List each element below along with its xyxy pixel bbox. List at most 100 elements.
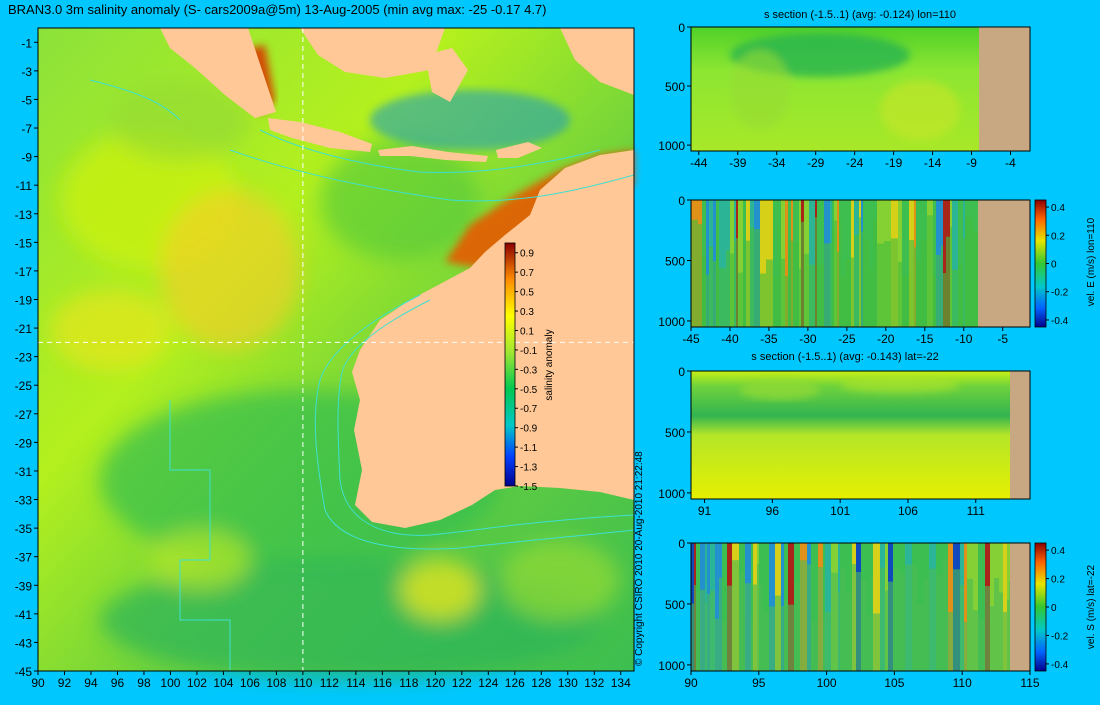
velocity-stripe [705,543,707,603]
velocity-stripe [990,543,994,607]
y-tick-label: -7 [21,122,32,136]
colorbar-tick-label: 0.4 [1051,203,1065,214]
colorbar-tick-label: -0.4 [1051,660,1069,671]
velocity-stripe [726,200,730,251]
velocity-stripe [707,593,710,671]
x-tick-label: 130 [558,676,578,690]
velocity-stripe [691,200,698,220]
section2-colorbar-ramp [1034,199,1047,328]
x-tick-label: -39 [729,156,747,170]
velocity-stripe [736,200,738,239]
velocity-stripe [750,200,754,228]
velocity-stripe [972,200,974,228]
velocity-stripe [700,589,705,671]
velocity-stripe [775,595,781,671]
velocity-stripe [830,200,832,244]
velocity-stripe [745,583,751,671]
velocity-stripe [990,606,994,671]
velocity-stripe [877,243,884,327]
velocity-stripe [921,240,927,327]
velocity-stripe [912,543,917,566]
velocity-stripe [831,543,838,573]
velocity-stripe [974,200,978,234]
velocity-stripe [778,225,781,327]
velocity-stripe [696,592,700,671]
velocity-stripe [943,200,946,273]
x-tick-label: 94 [84,676,98,690]
velocity-stripe [854,200,859,235]
velocity-stripe [763,543,769,612]
velocity-stripe [713,200,716,262]
section2-land [978,200,1030,327]
colorbar-tick-label: -1.5 [520,482,538,493]
x-tick-label: 132 [584,676,604,690]
velocity-stripe [722,621,727,671]
velocity-stripe [811,621,818,671]
salinity-colorbar: 0.9 0.7 0.5 0.3 0.1 -0.1 -0.3 -0.5 -0.7 -0.9 -1.1 -… [504,242,555,493]
velocity-stripe [809,200,815,265]
x-tick-label: 92 [58,676,72,690]
velocity-stripe [927,215,933,327]
velocity-stripe [914,200,916,248]
x-tick-label: 101 [830,504,850,518]
colorbar-tick-label: -0.5 [520,385,538,396]
x-tick-label: 90 [684,676,698,690]
velocity-stripe [730,200,734,254]
section3-y-ticks: 0 500 1000 [658,365,691,501]
velocity-stripe [873,543,880,614]
velocity-stripe [834,220,837,327]
section4-land [1010,543,1030,671]
x-tick-label: 96 [111,676,125,690]
velocity-stripe [933,274,936,327]
x-tick-label: -30 [799,332,817,346]
section3-frame [690,370,1031,500]
velocity-stripe [751,543,753,622]
y-tick-label: 1000 [658,315,685,329]
velocity-stripe [884,241,891,327]
velocity-stripe [963,238,965,327]
velocity-stripe [893,543,900,568]
velocity-stripe [943,543,948,559]
velocity-stripe [793,200,799,242]
x-tick-label: -20 [877,332,895,346]
y-tick-label: -35 [15,522,33,536]
velocity-stripe [815,200,817,218]
y-tick-label: -5 [21,93,32,107]
velocity-stripe [738,200,743,273]
y-tick-label: -1 [21,36,32,50]
velocity-stripe [838,543,840,593]
velocity-stripe [980,619,985,671]
velocity-stripe [863,200,870,240]
map-frame [37,27,635,672]
velocity-stripe [698,200,702,225]
y-tick-label: -25 [15,379,33,393]
velocity-stripe [958,200,963,265]
x-tick-label: 90 [31,676,45,690]
velocity-stripe [845,200,851,259]
velocity-stripe [856,571,861,671]
velocity-stripe [739,571,745,671]
velocity-stripe [967,543,973,579]
velocity-stripe [936,200,941,256]
velocity-stripe [861,231,863,327]
velocity-stripe [978,614,980,671]
velocity-stripe [867,614,871,671]
velocity-stripe [974,233,978,327]
velocity-stripe [1003,612,1007,671]
velocity-stripe [804,253,809,327]
velocity-stripe [941,200,943,246]
salinity-colorbar-label: salinity anomaly [544,329,555,400]
velocity-stripe [839,218,841,327]
velocity-stripe [734,240,736,327]
velocity-stripe [763,611,769,671]
velocity-stripe [815,217,817,327]
velocity-stripe [1007,543,1009,600]
velocity-stripe [719,577,722,671]
x-tick-label: -19 [885,156,903,170]
velocity-stripe [856,543,861,572]
velocity-stripe [898,200,902,263]
velocity-stripe [851,257,854,327]
velocity-stripe [950,200,952,227]
x-tick-label: 104 [213,676,233,690]
